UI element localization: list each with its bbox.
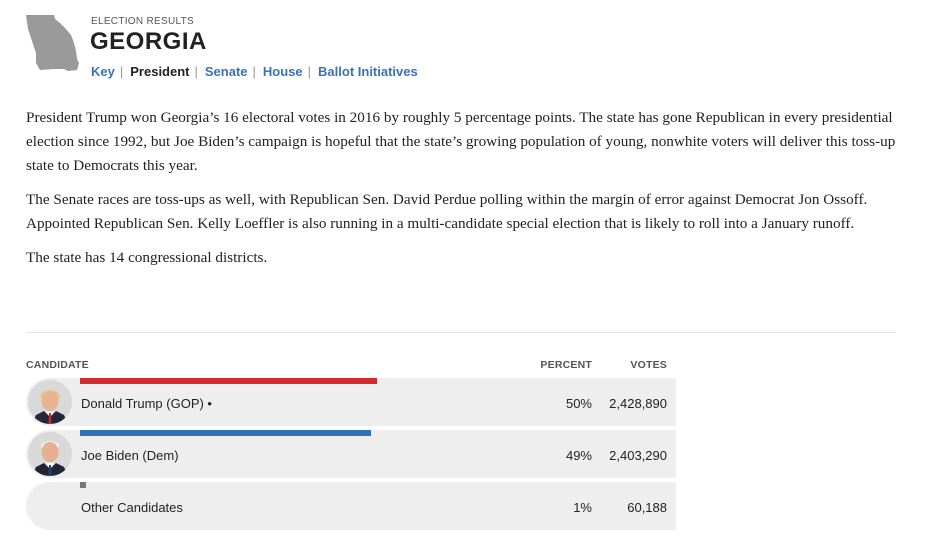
- candidate-percent: 50%: [565, 396, 592, 411]
- nav-item-key[interactable]: Key: [91, 64, 115, 79]
- candidate-votes: 60,188: [627, 500, 667, 515]
- vote-share-bar: [80, 482, 86, 488]
- candidate-portrait-icon: [28, 380, 72, 424]
- vote-share-bar: [80, 378, 377, 384]
- candidate-portrait-icon: [28, 432, 72, 476]
- candidate-name: Other Candidates: [81, 500, 183, 515]
- nav-item-ballot-initiatives[interactable]: Ballot Initiatives: [318, 64, 418, 79]
- candidate-name: Donald Trump (GOP) •: [81, 396, 212, 411]
- intro-paragraph: The state has 14 congressional districts…: [26, 249, 268, 266]
- page-title: GEORGIA: [90, 28, 207, 55]
- nav-separator: |: [252, 64, 256, 79]
- candidate-row-biden: Joe Biden (Dem) 49% 2,403,290: [26, 430, 676, 478]
- nav-separator: |: [194, 64, 198, 79]
- candidate-votes: 2,428,890: [609, 396, 667, 411]
- candidate-row-trump: Donald Trump (GOP) • 50% 2,428,890: [26, 378, 676, 426]
- candidate-votes: 2,403,290: [609, 448, 667, 463]
- intro-paragraph: The Senate races are toss-ups as well, w…: [26, 191, 868, 232]
- intro-paragraph: President Trump won Georgia’s 16 elector…: [26, 109, 896, 174]
- candidate-avatar: [28, 432, 72, 476]
- georgia-state-shape-icon: [26, 15, 79, 71]
- section-divider: [26, 332, 896, 333]
- vote-share-bar: [80, 430, 371, 436]
- section-eyebrow: ELECTION RESULTS: [91, 16, 194, 27]
- nav-item-president[interactable]: President: [130, 64, 190, 79]
- nav-separator: |: [119, 64, 124, 79]
- candidate-row-others: Other Candidates 1% 60,188: [26, 482, 676, 530]
- candidate-percent: 1%: [573, 500, 592, 515]
- intro-text: President Trump won Georgia’s 16 elector…: [26, 106, 898, 280]
- candidate-name: Joe Biden (Dem): [81, 448, 179, 463]
- race-nav: Key | President | Senate | House | Ballo…: [91, 64, 418, 79]
- column-header-votes: VOTES: [630, 359, 667, 371]
- candidate-avatar: [28, 380, 72, 424]
- nav-item-senate[interactable]: Senate: [204, 64, 248, 79]
- column-header-candidate: CANDIDATE: [26, 359, 89, 371]
- nav-item-house[interactable]: House: [262, 64, 303, 79]
- column-header-percent: PERCENT: [540, 359, 592, 371]
- nav-separator: |: [307, 64, 312, 79]
- candidate-percent: 49%: [565, 448, 592, 463]
